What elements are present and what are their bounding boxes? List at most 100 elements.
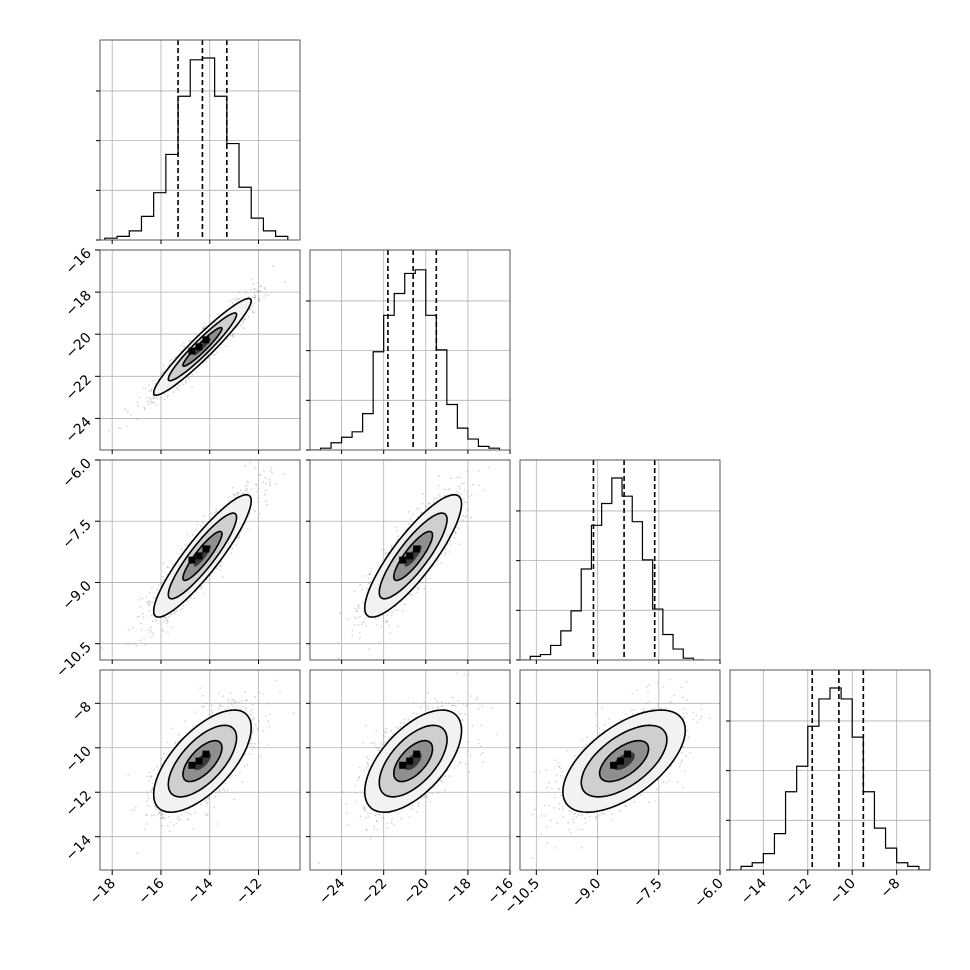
scatter-point xyxy=(463,501,466,503)
histogram-step xyxy=(310,269,501,450)
scatter-point xyxy=(170,613,173,616)
scatter-point xyxy=(255,490,258,493)
scatter-point xyxy=(268,702,270,705)
scatter-point xyxy=(230,702,233,705)
scatter-point xyxy=(359,615,362,618)
scatter-point xyxy=(265,500,268,502)
scatter-point xyxy=(427,502,430,505)
scatter-point xyxy=(231,334,234,336)
scatter-point xyxy=(256,290,259,292)
scatter-point xyxy=(241,700,243,703)
scatter-point xyxy=(251,703,254,706)
scatter-point xyxy=(229,300,232,302)
scatter-point xyxy=(186,533,189,536)
contour-line xyxy=(378,512,448,600)
scatter-point xyxy=(146,400,149,403)
scatter-point xyxy=(171,563,174,566)
scatter-point xyxy=(254,696,257,698)
scatter-point xyxy=(160,817,163,819)
scatter-point xyxy=(260,755,262,758)
scatter-point xyxy=(250,488,253,490)
scatter-point xyxy=(167,616,170,618)
scatter-point xyxy=(257,500,259,503)
scatter-point xyxy=(368,573,371,576)
scatter-point xyxy=(264,476,267,479)
scatter-point xyxy=(163,393,166,396)
scatter-point xyxy=(465,515,468,518)
scatter-point xyxy=(140,628,143,631)
scatter-point xyxy=(467,507,469,510)
scatter-point xyxy=(269,484,272,487)
scatter-point xyxy=(183,342,185,344)
scatter-point xyxy=(210,512,213,515)
scatter-point xyxy=(364,661,366,663)
scatter-point xyxy=(423,587,426,590)
scatter-point xyxy=(163,398,166,401)
scatter-point xyxy=(150,790,153,792)
scatter-point xyxy=(254,296,256,299)
scatter-point xyxy=(203,515,206,517)
scatter-point xyxy=(459,476,461,479)
scatter-point xyxy=(249,461,252,464)
scatter-point xyxy=(148,397,151,399)
scatter-point xyxy=(177,383,180,386)
scatter-point xyxy=(353,616,356,618)
scatter-point xyxy=(404,529,407,532)
scatter-point xyxy=(466,490,469,493)
scatter-point xyxy=(157,584,160,587)
scatter-point xyxy=(370,571,372,573)
scatter-point xyxy=(163,817,166,820)
scatter-point xyxy=(269,480,271,483)
scatter-point xyxy=(391,611,393,614)
scatter-point xyxy=(364,575,367,577)
scatter-point xyxy=(397,535,400,537)
density-peak-cell xyxy=(202,336,210,344)
contour-line xyxy=(167,512,238,600)
scatter-point xyxy=(359,583,362,586)
scatter-point xyxy=(232,298,235,300)
scatter-point xyxy=(253,508,255,511)
scatter-point xyxy=(172,391,175,394)
scatter-point xyxy=(161,813,164,816)
scatter-point xyxy=(245,291,247,294)
scatter-point xyxy=(390,545,393,548)
scatter-point xyxy=(457,527,460,530)
scatter-point xyxy=(149,400,152,403)
scatter-point xyxy=(201,327,204,330)
scatter-point xyxy=(212,353,215,356)
scatter-point xyxy=(242,322,244,324)
scatter-point xyxy=(438,493,441,496)
scatter-point xyxy=(240,489,242,492)
scatter-point xyxy=(259,285,262,288)
scatter-point xyxy=(264,715,267,717)
contour-line xyxy=(152,493,253,618)
scatter-point xyxy=(461,482,463,485)
scatter-point xyxy=(188,340,191,342)
scatter-point xyxy=(218,789,221,792)
scatter-point xyxy=(216,351,218,353)
scatter-point xyxy=(190,595,193,598)
scatter-point xyxy=(470,494,473,496)
scatter-point xyxy=(176,817,179,820)
scatter-point xyxy=(148,600,151,603)
scatter-point xyxy=(161,816,164,819)
scatter-point xyxy=(263,286,266,289)
scatter-point xyxy=(159,582,162,585)
scatter-point xyxy=(238,535,241,538)
scatter-point xyxy=(403,603,406,606)
scatter-point xyxy=(185,381,187,384)
scatter-point xyxy=(153,401,156,404)
scatter-point xyxy=(231,698,234,701)
scatter-point xyxy=(236,492,239,495)
scatter-point xyxy=(138,599,141,601)
scatter-point xyxy=(409,517,412,520)
scatter-point xyxy=(150,398,152,401)
contour-line xyxy=(392,530,434,582)
scatter-point xyxy=(196,523,199,526)
scatter-point xyxy=(450,477,452,479)
scatter-point xyxy=(187,543,189,546)
scatter-point xyxy=(129,643,131,646)
scatter-point xyxy=(411,593,413,596)
scatter-point xyxy=(160,758,163,760)
scatter-point xyxy=(201,705,204,708)
